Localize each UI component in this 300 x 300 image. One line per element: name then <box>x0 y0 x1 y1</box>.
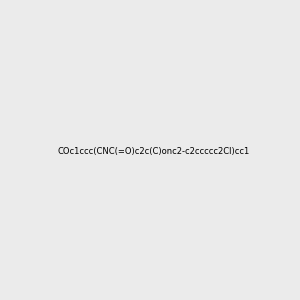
Text: COc1ccc(CNC(=O)c2c(C)onc2-c2ccccc2Cl)cc1: COc1ccc(CNC(=O)c2c(C)onc2-c2ccccc2Cl)cc1 <box>58 147 250 156</box>
